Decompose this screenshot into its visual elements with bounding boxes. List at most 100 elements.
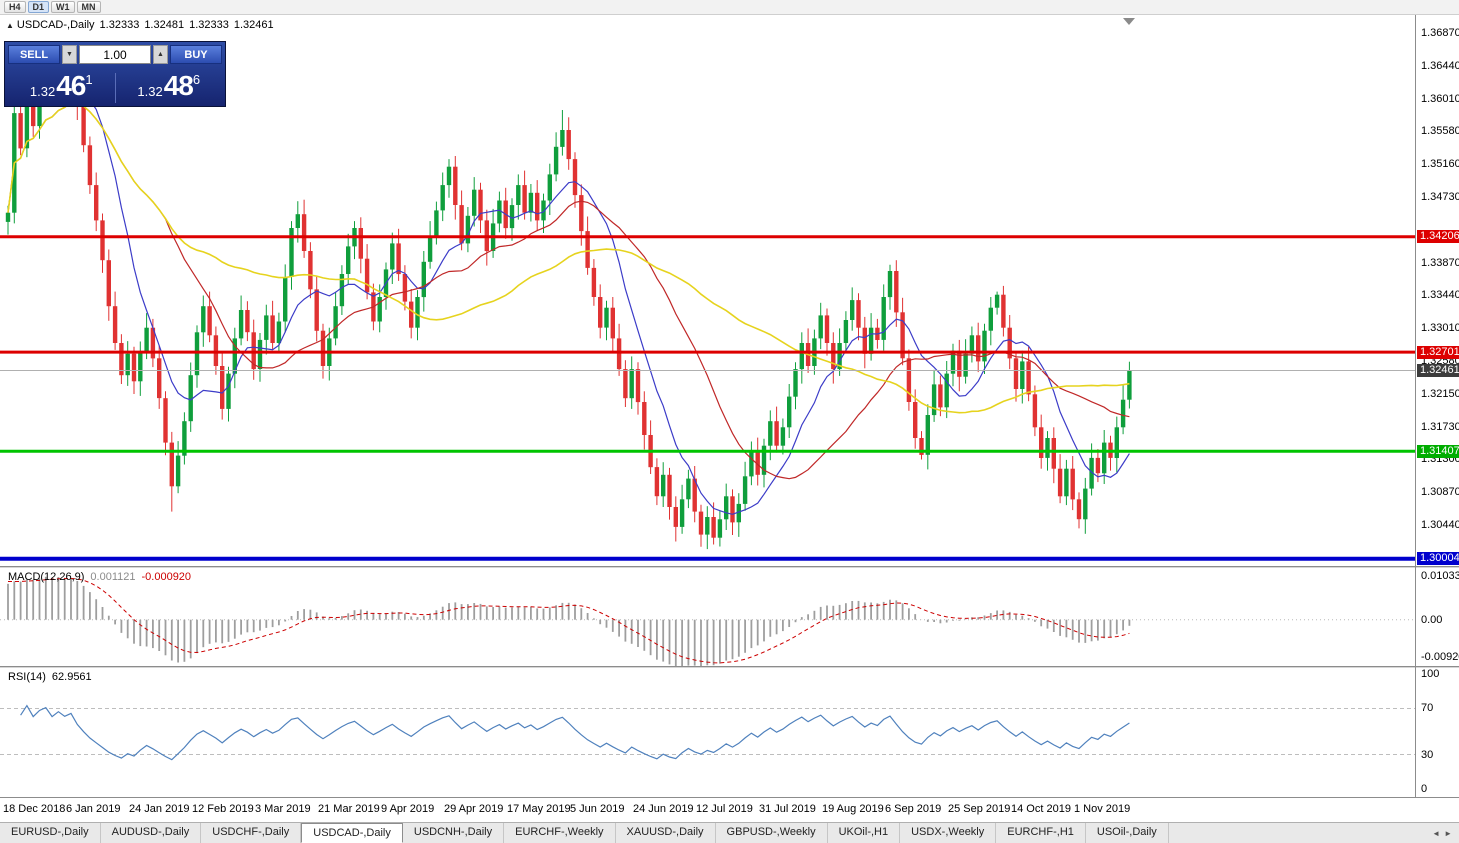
timeframe-toolbar: H4 D1 W1 MN: [0, 0, 1459, 15]
macd-chart: [0, 576, 1415, 666]
date-axis-label: 18 Dec 2018: [3, 803, 66, 815]
rsi-panel[interactable]: RSI(14) 62.9561: [0, 668, 1415, 797]
price-scale-label: 1.36870: [1421, 27, 1459, 39]
timeframe-button-d1[interactable]: D1: [27, 1, 50, 13]
price-line-label: 1.32461: [1417, 364, 1459, 377]
buy-price[interactable]: 1.32 48 6: [116, 72, 223, 103]
rsi-scale[interactable]: 100 70 30 0: [1416, 668, 1459, 797]
rsi-chart: [0, 704, 1415, 761]
macd-label: MACD(12,26,9): [8, 571, 85, 583]
symbol-tab-usdx[interactable]: USDX-,Weekly: [900, 823, 997, 843]
price-scale-label: 1.33010: [1421, 322, 1459, 334]
date-axis-label: 9 Apr 2019: [381, 803, 435, 815]
volume-decrease-button[interactable]: ▼: [62, 45, 77, 64]
tab-scroll-controls: ◄ ►: [1432, 823, 1459, 843]
date-axis-label: 21 Mar 2019: [318, 803, 380, 815]
horizontal-lines: [0, 235, 1415, 561]
scale-border: [1415, 15, 1416, 797]
price-scale-label: 1.36440: [1421, 60, 1459, 72]
date-axis-label: 5 Jun 2019: [570, 803, 625, 815]
macd-scale[interactable]: 0.010331 0.00 -0.009201: [1416, 568, 1459, 666]
date-axis-label: 24 Jan 2019: [129, 803, 190, 815]
price-line-label: 1.32701: [1417, 346, 1459, 359]
ohlc-low: 1.32333: [189, 19, 229, 31]
ohlc-close: 1.32461: [233, 19, 274, 31]
volume-input[interactable]: [79, 45, 151, 64]
main-chart[interactable]: ▲ USDCAD-,Daily 1.32333 1.32481 1.32333 1.324…: [0, 15, 1415, 566]
rsi-scale-30: 30: [1421, 749, 1434, 761]
macd-scale-max: 0.010331: [1421, 570, 1459, 582]
tab-scroll-right-icon[interactable]: ►: [1444, 828, 1452, 838]
rsi-scale-70: 70: [1421, 702, 1434, 714]
date-axis-label: 14 Oct 2019: [1011, 803, 1071, 815]
buy-price-prefix: 1.32: [137, 84, 163, 99]
macd-header: MACD(12,26,9) 0.001121 -0.000920: [8, 571, 191, 583]
symbol-tab-bar: EURUSD-,Daily AUDUSD-,Daily USDCHF-,Daily U…: [0, 822, 1459, 843]
price-line-label: 1.31407: [1417, 445, 1459, 458]
symbol-tab-usdcad[interactable]: USDCAD-,Daily: [301, 823, 403, 843]
buy-button[interactable]: BUY: [170, 45, 222, 64]
price-scale-label: 1.35580: [1421, 125, 1459, 137]
timeframe-button-w1[interactable]: W1: [51, 1, 75, 13]
price-scale-label: 1.33870: [1421, 257, 1459, 269]
price-scale-label: 1.32150: [1421, 388, 1459, 400]
candles: [5, 46, 1132, 550]
rsi-scale-0: 0: [1421, 783, 1428, 795]
price-scale-label: 1.30870: [1421, 486, 1459, 498]
date-axis-label: 24 Jun 2019: [633, 803, 694, 815]
moving-averages: [7, 89, 1130, 515]
symbol-tab-eurusd[interactable]: EURUSD-,Daily: [0, 823, 101, 843]
date-axis-label: 12 Jul 2019: [696, 803, 753, 815]
rsi-value: 62.9561: [51, 671, 92, 683]
symbol-tab-usdchf[interactable]: USDCHF-,Daily: [201, 823, 302, 843]
rsi-header: RSI(14) 62.9561: [8, 671, 92, 683]
ohlc-high: 1.32481: [144, 19, 185, 31]
price-line-label: 1.30004: [1417, 552, 1459, 565]
date-axis-label: 29 Apr 2019: [444, 803, 504, 815]
date-axis-label: 25 Sep 2019: [948, 803, 1011, 815]
symbol-tab-usoil[interactable]: USOil-,Daily: [1086, 823, 1169, 843]
price-scale-label: 1.34730: [1421, 191, 1459, 203]
price-scale-label: 1.33440: [1421, 289, 1459, 301]
macd-signal-value: -0.000920: [141, 571, 192, 583]
volume-increase-button[interactable]: ▲: [153, 45, 168, 64]
price-line-label: 1.34206: [1417, 230, 1459, 243]
macd-scale-min: -0.009201: [1421, 651, 1459, 663]
ohlc-open: 1.32333: [99, 19, 140, 31]
date-axis-label: 12 Feb 2019: [192, 803, 254, 815]
price-scale[interactable]: 1.36870 1.36440 1.36010 1.35580 1.35160 1.347…: [1416, 15, 1459, 566]
timeframe-button-h4[interactable]: H4: [4, 1, 26, 13]
price-scale-label: 1.36010: [1421, 93, 1459, 105]
one-click-toggle-icon[interactable]: ▲: [6, 21, 14, 30]
panel-splitter[interactable]: [0, 566, 1459, 568]
symbol-tab-audusd[interactable]: AUDUSD-,Daily: [101, 823, 202, 843]
price-scale-label: 1.30440: [1421, 519, 1459, 531]
symbol-tab-gbpusd[interactable]: GBPUSD-,Weekly: [716, 823, 828, 843]
tab-scroll-left-icon[interactable]: ◄: [1432, 828, 1441, 838]
candlestick-chart[interactable]: [0, 15, 1415, 566]
panel-splitter[interactable]: [0, 666, 1459, 668]
chart-symbol-period: USDCAD-,Daily: [16, 19, 95, 31]
sell-price-prefix: 1.32: [29, 84, 56, 99]
sell-button[interactable]: SELL: [8, 45, 60, 64]
macd-histogram: [7, 576, 1131, 666]
symbol-tab-ukoil[interactable]: UKOil-,H1: [828, 823, 901, 843]
date-axis[interactable]: 18 Dec 2018 6 Jan 2019 24 Jan 2019 12 Feb 2…: [0, 797, 1459, 822]
rsi-label: RSI(14): [8, 671, 46, 683]
timeframe-button-mn[interactable]: MN: [76, 1, 101, 13]
macd-panel[interactable]: MACD(12,26,9) 0.001121 -0.000920: [0, 568, 1415, 666]
date-axis-label: 6 Sep 2019: [885, 803, 942, 815]
date-axis-label: 19 Aug 2019: [822, 803, 884, 815]
buy-price-sup: 6: [192, 72, 201, 87]
sell-price[interactable]: 1.32 46 1: [8, 72, 115, 103]
symbol-tab-xauusd[interactable]: XAUUSD-,Daily: [616, 823, 716, 843]
symbol-tab-eurchf[interactable]: EURCHF-,H1: [996, 823, 1086, 843]
chart-title: ▲ USDCAD-,Daily 1.32333 1.32481 1.32333 1.324…: [6, 19, 274, 31]
sell-price-sup: 1: [85, 72, 93, 87]
symbol-tab-usdcnh[interactable]: USDCNH-,Daily: [403, 823, 505, 843]
chart-shift-marker[interactable]: [1123, 18, 1135, 25]
symbol-tab-eurchf[interactable]: EURCHF-,Weekly: [504, 823, 616, 843]
date-axis-label: 3 Mar 2019: [255, 803, 311, 815]
macd-main-value: 0.001121: [90, 571, 136, 583]
